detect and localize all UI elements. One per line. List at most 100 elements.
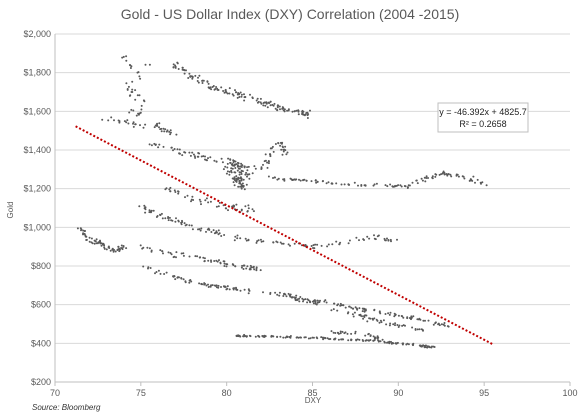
data-point bbox=[99, 239, 101, 242]
data-point bbox=[170, 146, 173, 149]
data-point bbox=[400, 185, 403, 188]
data-point bbox=[257, 100, 260, 103]
data-point bbox=[148, 63, 151, 66]
data-point bbox=[330, 330, 333, 333]
data-point bbox=[438, 324, 441, 327]
data-point bbox=[188, 281, 191, 284]
data-point bbox=[245, 267, 248, 270]
data-point bbox=[386, 185, 389, 188]
data-point bbox=[220, 157, 223, 160]
data-point bbox=[170, 219, 173, 222]
data-point bbox=[410, 317, 413, 319]
data-point bbox=[241, 164, 244, 167]
data-point bbox=[153, 126, 156, 129]
data-point bbox=[131, 80, 134, 83]
data-point bbox=[224, 165, 227, 168]
data-point bbox=[191, 195, 194, 198]
data-point bbox=[169, 133, 172, 136]
data-point bbox=[300, 336, 302, 339]
data-point bbox=[241, 170, 244, 173]
data-point bbox=[90, 237, 93, 240]
trendline-equation-box: y = -46.392x + 4825.7 R² = 0.2658 bbox=[437, 102, 529, 133]
data-point bbox=[348, 305, 351, 308]
data-point bbox=[180, 277, 183, 279]
data-point bbox=[223, 265, 226, 267]
data-point bbox=[201, 283, 204, 286]
data-point bbox=[402, 342, 405, 345]
data-point bbox=[215, 205, 218, 208]
data-point bbox=[435, 173, 438, 176]
data-point bbox=[120, 244, 123, 247]
data-point bbox=[217, 205, 220, 208]
data-point bbox=[243, 288, 246, 291]
data-point bbox=[443, 173, 446, 176]
data-point bbox=[134, 89, 137, 92]
data-point bbox=[230, 169, 233, 172]
data-point bbox=[216, 260, 219, 263]
data-point bbox=[228, 92, 231, 95]
data-point bbox=[389, 183, 392, 186]
data-point bbox=[167, 216, 170, 218]
data-point bbox=[222, 204, 225, 207]
data-point bbox=[308, 300, 311, 303]
data-point bbox=[201, 82, 204, 84]
data-point bbox=[364, 184, 367, 187]
x-tick-label: 85 bbox=[307, 388, 317, 398]
data-point bbox=[173, 275, 176, 278]
data-point bbox=[158, 143, 161, 146]
data-point bbox=[194, 255, 197, 258]
data-point bbox=[380, 321, 383, 324]
data-point bbox=[394, 322, 397, 325]
data-point bbox=[290, 178, 293, 181]
data-point bbox=[321, 180, 324, 183]
data-point bbox=[272, 335, 275, 338]
data-point bbox=[384, 184, 387, 187]
data-point bbox=[368, 317, 371, 320]
data-point bbox=[416, 318, 419, 321]
data-point bbox=[190, 280, 193, 283]
data-point bbox=[177, 192, 180, 195]
data-point bbox=[384, 313, 387, 315]
data-point bbox=[184, 281, 187, 284]
data-point bbox=[319, 299, 321, 302]
data-point bbox=[217, 229, 220, 232]
data-point bbox=[353, 181, 356, 184]
data-point bbox=[237, 167, 240, 170]
data-point bbox=[243, 264, 246, 267]
data-point bbox=[269, 104, 272, 107]
data-point bbox=[231, 164, 234, 167]
data-point bbox=[160, 130, 163, 133]
data-point bbox=[198, 198, 201, 201]
data-point bbox=[270, 147, 273, 150]
data-point bbox=[362, 317, 365, 320]
data-point bbox=[237, 335, 240, 338]
data-point bbox=[88, 236, 91, 239]
data-point bbox=[391, 185, 394, 188]
data-point bbox=[306, 301, 309, 304]
data-point bbox=[272, 241, 275, 244]
data-point bbox=[262, 102, 265, 104]
data-point bbox=[149, 267, 152, 269]
data-point bbox=[168, 188, 171, 191]
data-point bbox=[316, 299, 319, 302]
data-point bbox=[337, 338, 340, 341]
data-point bbox=[305, 179, 308, 182]
data-point bbox=[188, 279, 191, 282]
data-point bbox=[235, 334, 238, 337]
data-point bbox=[181, 154, 184, 157]
data-point bbox=[340, 338, 343, 341]
data-point bbox=[116, 248, 119, 251]
data-point bbox=[160, 212, 163, 215]
data-point bbox=[276, 104, 279, 107]
data-point bbox=[135, 114, 138, 117]
data-point bbox=[240, 208, 243, 211]
data-point bbox=[189, 154, 192, 157]
x-axis-label: DXY bbox=[305, 396, 322, 405]
data-point bbox=[228, 170, 231, 173]
data-point bbox=[356, 308, 359, 311]
data-point bbox=[379, 312, 382, 315]
x-tick-labels: 70 75 80 85 90 95 100 bbox=[50, 382, 578, 398]
data-point bbox=[200, 227, 203, 230]
data-point bbox=[234, 89, 236, 92]
data-point bbox=[246, 166, 249, 169]
